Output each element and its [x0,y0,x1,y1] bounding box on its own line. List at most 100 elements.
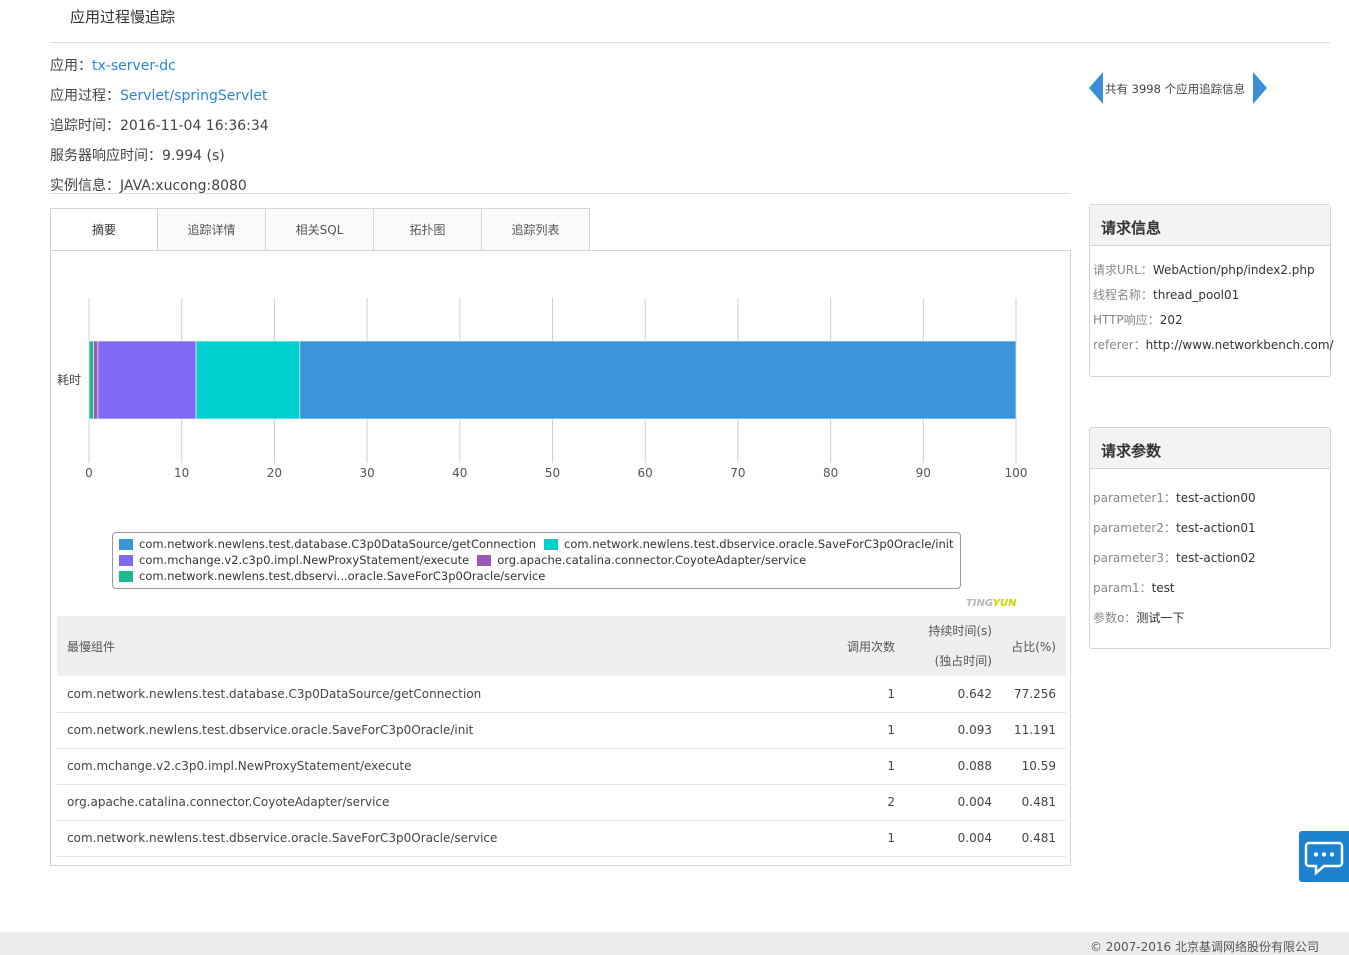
param-line: param1：test [1093,579,1175,596]
tab-related-sql[interactable]: 相关SQL [266,208,374,251]
process-link[interactable]: Servlet/springServlet [120,88,268,104]
category-label: 耗时 [57,373,81,387]
chat-button[interactable] [1299,831,1349,882]
cell-calls: 1 [737,748,895,785]
col-duration-label: 持续时间(s) [928,624,992,638]
bar-segment[interactable] [195,340,301,420]
app-link[interactable]: tx-server-dc [92,58,176,74]
info-app-label: 应用： [50,58,92,74]
http-response-key: HTTP响应： [1093,313,1160,327]
tab-trace-detail[interactable]: 追踪详情 [158,208,266,251]
param-key: 参数o： [1093,611,1137,625]
request-url-value: WebAction/php/index2.php [1152,263,1315,277]
param-value: test-action00 [1176,491,1256,505]
col-percent: 占比(%) [1011,639,1056,654]
cell-percent: 0.481 [992,784,1066,821]
legend-item-execute[interactable]: com.mchange.v2.c3p0.impl.NewProxyStateme… [119,553,469,567]
chart-legend: com.network.newlens.test.database.C3p0Da… [112,532,961,589]
slowest-components-table: 最慢组件 调用次数 持续时间(s) (独占时间) 占比(%) com.netwo… [57,616,1066,857]
title-divider [50,42,1330,43]
tab-summary[interactable]: 摘要 [50,208,158,251]
legend-row: com.network.newlens.test.database.C3p0Da… [119,536,954,552]
tab-trace-list[interactable]: 追踪列表 [482,208,590,251]
param-value: test-action02 [1176,551,1256,565]
cell-duration: 0.642 [895,676,992,713]
time-breakdown-chart: 0 10 20 30 40 50 60 70 80 90 100 耗时 [57,298,1028,480]
cell-percent: 0.481 [992,820,1066,857]
x-tick-label: 50 [545,466,560,480]
table-row: com.network.newlens.test.dbservice.oracl… [57,712,1066,749]
x-tick-label: 20 [267,466,282,480]
legend-swatch [119,570,133,582]
param-line: parameter3：test-action02 [1093,549,1256,566]
x-tick-label: 40 [452,466,467,480]
request-params-title: 请求参数 [1090,428,1330,469]
param-value: 测试一下 [1136,611,1185,625]
tab-bar: 摘要 追踪详情 相关SQL 拓扑图 追踪列表 [50,208,590,251]
legend-label: com.network.newlens.test.database.C3p0Da… [139,537,537,551]
legend-item-coyote[interactable]: org.apache.catalina.connector.CoyoteAdap… [477,553,806,567]
bar-segment[interactable] [299,340,1017,420]
x-tick-label: 90 [916,466,931,480]
table-row: com.network.newlens.test.database.C3p0Da… [57,676,1066,713]
param-value: test [1151,581,1175,595]
legend-swatch [544,538,559,550]
referer-key: referer： [1093,338,1146,352]
cell-component: com.network.newlens.test.dbservice.oracl… [57,820,737,857]
chat-bubble-icon [1304,841,1344,876]
cell-calls: 1 [737,676,895,713]
legend-item-getconnection[interactable]: com.network.newlens.test.database.C3p0Da… [119,537,536,551]
col-calls: 调用次数 [846,639,895,654]
tab-content: 0 10 20 30 40 50 60 70 80 90 100 耗时 com.network.new… [50,250,1071,866]
info-process-label: 应用过程： [50,88,120,104]
info-response-label: 服务器响应时间： [50,148,162,164]
cell-duration: 0.088 [895,748,992,785]
info-divider [50,193,1070,194]
referer-value: http://www.networkbench.com/ [1145,338,1334,352]
x-tick-label: 30 [359,466,374,480]
legend-item-init[interactable]: com.network.newlens.test.dbservice.oracl… [544,537,953,551]
x-tick-label: 100 [1005,466,1028,480]
table-row: org.apache.catalina.connector.CoyoteAdap… [57,784,1066,821]
x-tick-label: 70 [730,466,745,480]
legend-item-service[interactable]: com.network.newlens.test.dbservi...oracl… [119,569,545,583]
bar-segment[interactable] [97,340,197,420]
table-row: com.mchange.v2.c3p0.impl.NewProxyStateme… [57,748,1066,785]
col-duration: 持续时间(s) (独占时间) [895,616,992,676]
x-tick-label: 80 [823,466,838,480]
info-process: 应用过程：Servlet/springServlet [50,85,267,105]
watermark-part-b: YUN [992,598,1017,609]
cell-component: org.apache.catalina.connector.CoyoteAdap… [57,784,737,821]
bar-segment[interactable] [93,340,99,420]
cell-percent: 11.191 [992,712,1066,749]
request-url-line: 请求URL：WebAction/php/index2.php [1093,261,1315,278]
col-component: 最慢组件 [67,639,116,654]
arrow-right-icon[interactable] [1253,72,1267,104]
info-app: 应用：tx-server-dc [50,55,176,75]
x-tick-label: 10 [174,466,189,480]
tab-topology[interactable]: 拓扑图 [374,208,482,251]
page-title: 应用过程慢追踪 [70,8,176,26]
request-info-panel: 请求信息 请求URL：WebAction/php/index2.php 线程名称… [1089,204,1334,377]
copyright: © 2007-2016 北京基调网络股份有限公司 [1089,940,1319,954]
tingyun-watermark: TINGYUN [966,598,1016,609]
param-line: 参数o：测试一下 [1093,609,1184,626]
arrow-left-icon[interactable] [1089,72,1103,104]
info-time: 追踪时间：2016-11-04 16:36:34 [50,115,269,135]
cell-component: com.network.newlens.test.database.C3p0Da… [57,676,737,713]
legend-swatch [119,554,133,566]
table-row: com.network.newlens.test.dbservice.oracl… [57,820,1066,857]
info-time-label: 追踪时间： [50,118,120,134]
cell-component: com.mchange.v2.c3p0.impl.NewProxyStateme… [57,748,737,785]
info-response: 服务器响应时间：9.994 (s) [50,145,225,165]
param-key: parameter2： [1093,521,1176,535]
thread-name-key: 线程名称： [1093,288,1154,302]
param-key: param1： [1093,581,1152,595]
table-header-row: 最慢组件 调用次数 持续时间(s) (独占时间) 占比(%) [57,616,1066,676]
cell-duration: 0.004 [895,784,992,821]
bar-segment[interactable] [88,340,94,420]
thread-name-value: thread_pool01 [1153,288,1240,302]
param-key: parameter3： [1093,551,1176,565]
thread-name-line: 线程名称：thread_pool01 [1093,286,1239,303]
